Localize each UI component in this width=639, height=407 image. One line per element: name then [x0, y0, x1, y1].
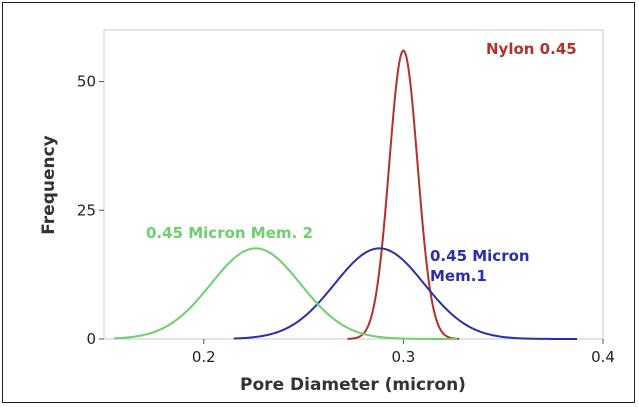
y-axis: 0 25 50 — [77, 73, 104, 348]
y-axis-title: Frequency — [39, 135, 59, 235]
series-layer — [113, 49, 578, 340]
series-label-micron-mem-1: 0.45 Micron Mem.1 — [430, 247, 530, 285]
x-tick-label: 0.2 — [192, 348, 216, 366]
series-line-micron-mem-2 — [113, 247, 458, 340]
series-labels: Nylon 0.45 0.45 Micron Mem.1 0.45 Micron Me… — [146, 40, 577, 285]
series-label-nylon-0-45: Nylon 0.45 — [486, 40, 577, 58]
series-line-micron-mem-1 — [233, 247, 578, 340]
x-axis-title: Pore Diameter (micron) — [240, 375, 466, 395]
y-tick-label: 25 — [77, 201, 96, 219]
plot-area — [103, 29, 604, 340]
series-line-nylon-0-45 — [346, 49, 460, 340]
x-tick-label: 0.4 — [591, 348, 615, 366]
y-tick-label: 50 — [77, 73, 96, 91]
chart-frame — [2, 2, 635, 403]
y-tick-label: 0 — [86, 330, 96, 348]
x-tick-label: 0.3 — [391, 348, 415, 366]
series-label-micron-mem-2: 0.45 Micron Mem. 2 — [146, 224, 313, 242]
x-axis: 0.2 0.3 0.4 — [192, 339, 615, 366]
